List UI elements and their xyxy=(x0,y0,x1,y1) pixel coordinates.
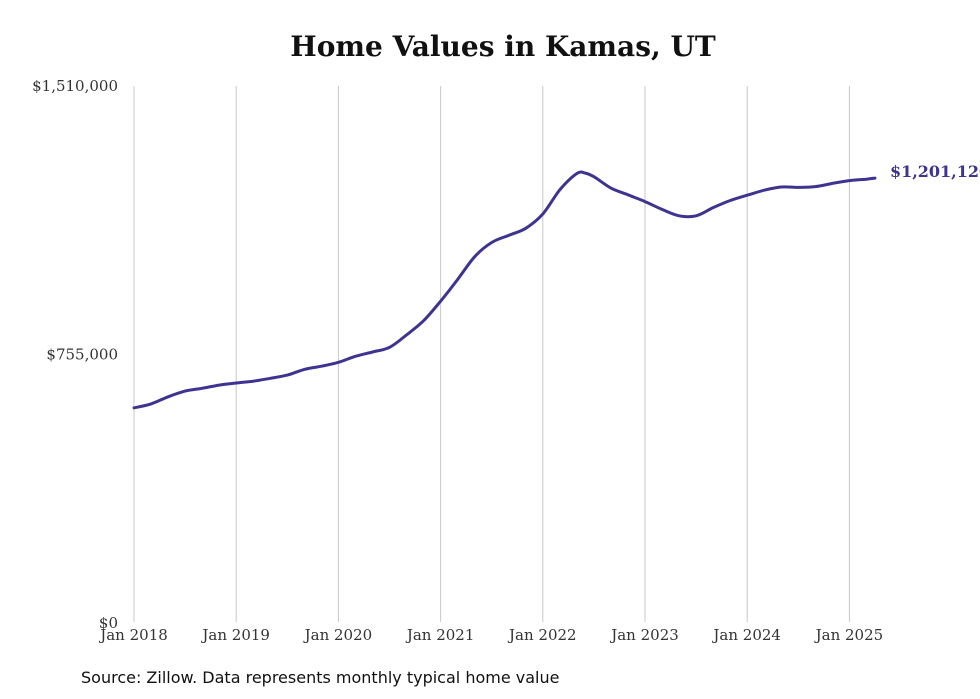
x-tick-label: Jan 2023 xyxy=(609,626,679,644)
series-layer xyxy=(132,170,877,410)
x-tick-label: Jan 2024 xyxy=(711,626,781,644)
source-note: Source: Zillow. Data represents monthly … xyxy=(81,668,560,687)
x-tick-label: Jan 2019 xyxy=(200,626,270,644)
y-tick-label: $755,000 xyxy=(46,346,118,364)
series-line xyxy=(132,170,877,410)
chart-title: Home Values in Kamas, UT xyxy=(290,30,716,63)
x-tick-label: Jan 2025 xyxy=(814,626,884,644)
y-axis-tick-labels: $0 $755,000 $1,510,000 xyxy=(32,77,118,632)
x-tick-label: Jan 2018 xyxy=(98,626,168,644)
x-tick-label: Jan 2020 xyxy=(303,626,373,644)
data-label-layer: $1,201,120 xyxy=(890,162,980,181)
x-axis-tick-labels: Jan 2018 Jan 2019 Jan 2020 Jan 2021 Jan 2022… xyxy=(98,626,883,644)
end-value-label: $1,201,120 xyxy=(890,162,980,181)
y-tick-label: $0 xyxy=(99,614,118,632)
x-tick-label: Jan 2022 xyxy=(507,626,577,644)
x-tick-label: Jan 2021 xyxy=(405,626,475,644)
y-tick-label: $1,510,000 xyxy=(32,77,118,95)
gridlines xyxy=(133,86,850,622)
